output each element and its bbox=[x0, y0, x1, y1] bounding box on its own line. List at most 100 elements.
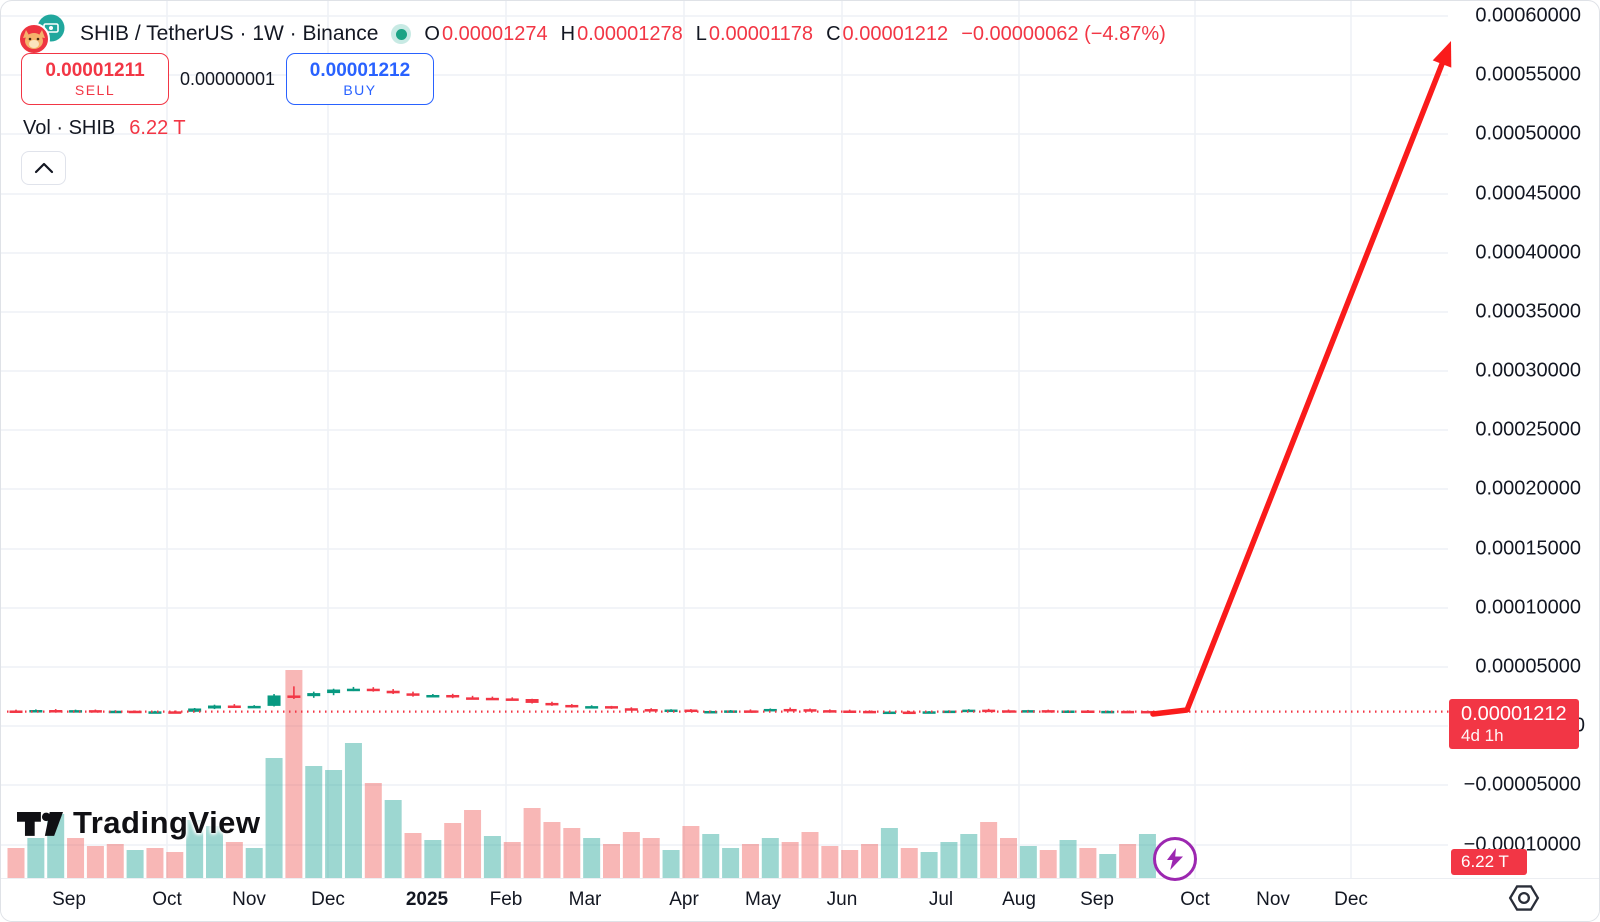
last-price-badge: 0.00001212 4d 1h bbox=[1449, 699, 1579, 749]
volume-bar bbox=[980, 822, 998, 878]
candle-body bbox=[585, 706, 599, 709]
volume-bar bbox=[682, 826, 700, 878]
volume-bar bbox=[344, 743, 362, 878]
volume-bar bbox=[86, 846, 104, 878]
candle-body bbox=[307, 693, 321, 697]
last-price-value: 0.00001212 bbox=[1461, 703, 1567, 725]
candle-body bbox=[684, 709, 698, 713]
time-axis-label: Jul bbox=[928, 889, 954, 910]
candle-body bbox=[29, 710, 43, 713]
candle-body bbox=[545, 702, 559, 706]
price-axis-label: −0.00005000 bbox=[1463, 773, 1581, 796]
candle-body bbox=[1002, 710, 1015, 713]
quick-trade-button[interactable] bbox=[1153, 837, 1197, 881]
candle-body bbox=[505, 698, 519, 701]
price-axis-label: 0.00030000 bbox=[1475, 359, 1581, 382]
arrow-shaft bbox=[1150, 61, 1445, 717]
candle-body bbox=[763, 708, 777, 712]
time-axis-label: Dec bbox=[1334, 889, 1368, 910]
volume-label: Vol · SHIB bbox=[23, 117, 116, 139]
candle-body bbox=[69, 710, 83, 713]
volume-bar bbox=[543, 822, 561, 878]
volume-value: 6.22 T bbox=[129, 117, 186, 139]
time-axis-label: Jun bbox=[826, 889, 858, 910]
collapse-legend-button[interactable] bbox=[21, 151, 66, 185]
settings-hexagon-icon bbox=[1508, 885, 1540, 911]
volume-axis-badge: 6.22 T bbox=[1451, 849, 1527, 875]
candle-body bbox=[1121, 710, 1135, 714]
candle-body bbox=[1061, 710, 1075, 713]
candle-body bbox=[704, 710, 718, 714]
price-scale-settings-button[interactable] bbox=[1507, 883, 1541, 918]
volume-bar bbox=[1119, 844, 1137, 878]
candle-body bbox=[922, 711, 936, 714]
candle-body bbox=[466, 697, 480, 700]
volume-bar bbox=[67, 838, 85, 878]
volume-bar bbox=[583, 838, 601, 878]
volume-bar bbox=[106, 844, 124, 878]
price-axis-label: 0.00015000 bbox=[1475, 537, 1581, 560]
candle-body bbox=[565, 704, 579, 708]
candle-body bbox=[208, 705, 221, 709]
price-axis-label: 0.00035000 bbox=[1475, 300, 1581, 323]
candle-body bbox=[644, 709, 658, 712]
chevron-up-icon bbox=[34, 162, 53, 174]
change-value: −0.00000062 (−4.87%) bbox=[961, 22, 1166, 45]
volume-indicator-row: Vol · SHIB 6.22 T bbox=[23, 117, 186, 140]
time-axis-label: Oct bbox=[152, 889, 182, 910]
time-axis[interactable]: Sep Oct Nov Dec 2025 Feb Mar Apr May Jun Jul Aug Sep… bbox=[1, 878, 1599, 921]
volume-bar bbox=[900, 848, 918, 878]
horizontal-gridlines bbox=[1, 15, 1448, 846]
volume-bar bbox=[1000, 838, 1017, 878]
price-axis-label: 0.00045000 bbox=[1475, 182, 1581, 205]
sell-button[interactable]: 0.00001211 SELL bbox=[21, 53, 169, 105]
candle-body bbox=[446, 694, 460, 698]
tradingview-watermark[interactable]: TradingView bbox=[17, 805, 261, 841]
time-axis-label: Apr bbox=[669, 889, 699, 910]
vertical-gridlines bbox=[166, 1, 1352, 878]
volume-bar bbox=[364, 783, 382, 878]
market-status-icon[interactable] bbox=[391, 24, 412, 44]
candle-body bbox=[783, 708, 797, 712]
price-axis[interactable]: 0.00060000 0.00055000 0.00050000 0.00045000… bbox=[1409, 1, 1599, 878]
ohlc-readout: O 0.00001274 H 0.00001278 L 0.00001178 C 0.0… bbox=[424, 22, 1166, 45]
candle-body bbox=[327, 689, 341, 694]
volume-bar bbox=[325, 770, 343, 878]
time-axis-label: Aug bbox=[1002, 889, 1036, 910]
volume-bar bbox=[880, 828, 898, 878]
spread-value: 0.00000001 bbox=[179, 68, 276, 89]
candle-body bbox=[803, 709, 817, 712]
volume-bar bbox=[285, 670, 303, 878]
candle-body bbox=[346, 688, 360, 692]
volume-bar bbox=[1079, 848, 1097, 878]
volume-bar bbox=[920, 852, 938, 878]
close-value: 0.00001212 bbox=[842, 22, 949, 45]
volume-bar bbox=[741, 844, 759, 878]
price-axis-label: 0.00010000 bbox=[1475, 596, 1581, 619]
low-value: 0.00001178 bbox=[708, 22, 814, 45]
price-axis-label: 0.00040000 bbox=[1475, 241, 1581, 264]
volume-bar bbox=[265, 758, 283, 878]
volume-bar bbox=[424, 840, 442, 878]
candle-body bbox=[88, 710, 102, 713]
symbol-title[interactable]: SHIB / TetherUS · 1W · Binance bbox=[80, 22, 379, 45]
volume-bar bbox=[166, 852, 184, 878]
candle-body bbox=[1041, 710, 1055, 713]
arrow-head bbox=[1432, 41, 1452, 68]
time-axis-label: Sep bbox=[1080, 889, 1114, 910]
volume-bar bbox=[1099, 854, 1117, 878]
volume-bar bbox=[781, 842, 799, 878]
volume-bar bbox=[245, 848, 263, 878]
candlesticks bbox=[9, 686, 1154, 715]
volume-bar bbox=[861, 844, 879, 878]
time-axis-label: Oct bbox=[1180, 889, 1210, 910]
volume-bar bbox=[761, 838, 779, 878]
time-axis-label: Nov bbox=[232, 889, 266, 910]
time-axis-label: Feb bbox=[489, 889, 523, 910]
buy-button[interactable]: 0.00001212 BUY bbox=[286, 53, 434, 105]
volume-bar bbox=[622, 832, 640, 878]
candle-body bbox=[227, 705, 241, 709]
trend-arrow-annotation[interactable] bbox=[1150, 41, 1452, 717]
